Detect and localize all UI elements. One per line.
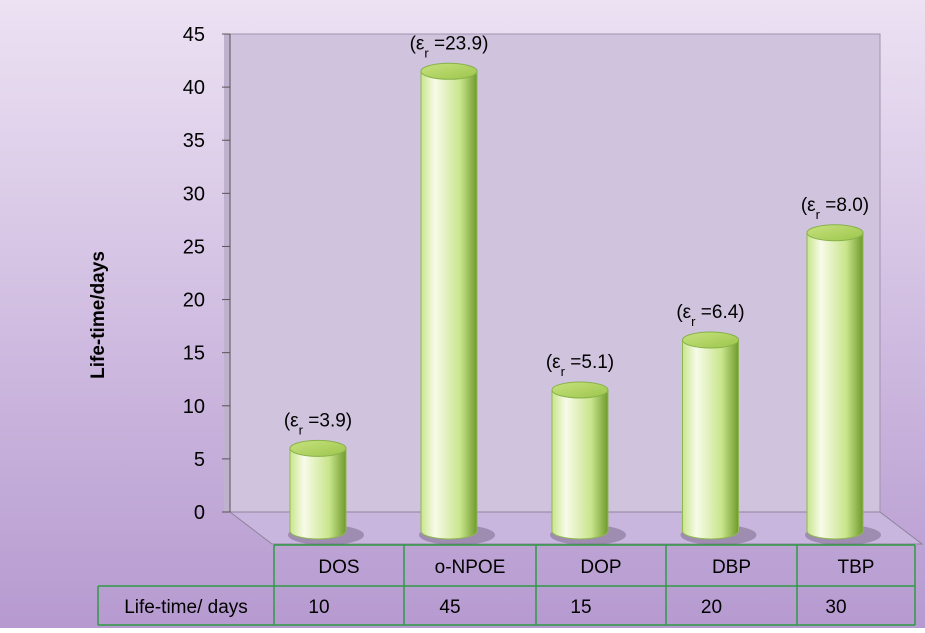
bar-body	[420, 70, 478, 540]
bar-body	[806, 232, 864, 540]
table-value: 15	[570, 597, 591, 618]
x-category-label: TBP	[838, 557, 875, 578]
bar-TBP	[805, 224, 881, 545]
x-category-label: o-NPOE	[435, 557, 506, 578]
table-value: 45	[439, 597, 460, 618]
bar-body	[289, 447, 347, 540]
bar-DOP	[550, 381, 626, 545]
bar-cap	[551, 381, 609, 399]
y-tick-label: 15	[183, 343, 205, 365]
y-tick-label: 5	[194, 449, 205, 471]
bar-annotation: (εr =8.0)	[801, 195, 869, 222]
bar-annotation: (εr =5.1)	[546, 352, 614, 379]
x-category-label: DOS	[318, 557, 359, 578]
x-category-label: DBP	[712, 557, 751, 578]
y-axis-label: Life-time/days	[88, 251, 109, 379]
side-wall	[224, 34, 230, 512]
bar-cap	[806, 224, 864, 242]
y-tick-labels: 0 5 10 15 20 25 30 35 40 45	[183, 24, 231, 524]
bar-body	[682, 339, 739, 540]
y-tick-label: 25	[183, 236, 205, 258]
y-tick-label: 30	[183, 183, 205, 205]
y-tick-label: 45	[183, 24, 205, 46]
bar-cap	[682, 331, 739, 349]
bar-annotation: (εr =6.4)	[676, 302, 744, 329]
bar-annotation: (εr =3.9)	[284, 410, 352, 437]
bar-o-NPOE	[419, 62, 495, 545]
y-tick-label: 20	[183, 290, 205, 312]
bar-cap	[289, 439, 347, 457]
x-category-label: DOP	[580, 557, 621, 578]
data-table: DOS 10 o-NPOE 45 DOP 15 DBP 20 TBP 30 Life-time/ d…	[97, 544, 916, 626]
annotations: (εr =3.9) (εr =23.9) (εr =5.1) (εr =6.4) (εr…	[284, 33, 869, 437]
table-value: 30	[825, 597, 846, 618]
bar-body	[551, 389, 609, 540]
bar-annotation: (εr =23.9)	[410, 33, 489, 60]
bar-cap	[420, 62, 478, 80]
y-tick-label: 35	[183, 130, 205, 152]
table-value: 10	[308, 597, 329, 618]
y-tick-label: 40	[183, 77, 205, 99]
y-tick-label: 10	[183, 396, 205, 418]
y-tick-label: 0	[194, 502, 205, 524]
table-row-header: Life-time/ days	[124, 597, 248, 618]
bar-DOS	[288, 439, 364, 545]
bars	[288, 62, 881, 545]
bar-DBP	[680, 331, 757, 545]
table-value: 20	[701, 597, 722, 618]
